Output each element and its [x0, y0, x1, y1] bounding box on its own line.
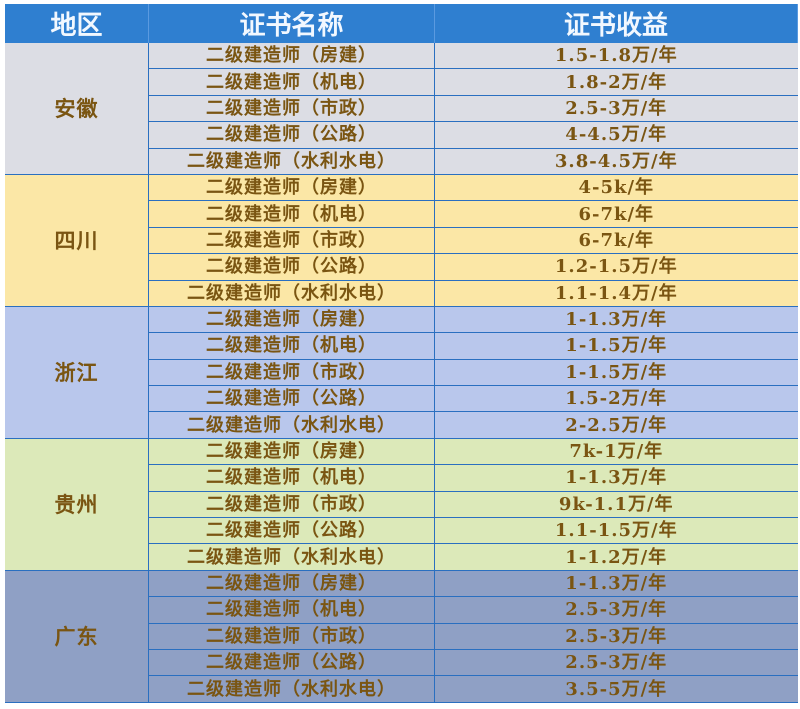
cert-name-cell: 二级建造师（公路）	[148, 121, 435, 149]
income-cell: 2.5-3万/年	[434, 623, 798, 650]
region-cell: 贵州	[5, 438, 149, 571]
income-cell: 3.5-5万/年	[434, 675, 798, 703]
header-income: 证书收益	[434, 4, 798, 43]
income-cell: 2.5-3万/年	[434, 649, 798, 677]
cert-name-cell: 二级建造师（机电）	[148, 332, 435, 360]
income-cell: 1.5-1.8万/年	[434, 43, 798, 70]
income-cell: 6-7k/年	[434, 227, 798, 255]
cert-name-cell: 二级建造师（房建）	[148, 174, 435, 202]
cert-name-cell: 二级建造师（市政）	[148, 491, 435, 519]
cert-name-cell: 二级建造师（房建）	[148, 438, 435, 466]
cert-name-cell: 二级建造师（机电）	[148, 464, 435, 492]
cert-name-cell: 二级建造师（市政）	[148, 359, 435, 387]
cert-name-cell: 二级建造师（公路）	[148, 649, 435, 677]
region-cell: 四川	[5, 174, 149, 307]
header-cert-name: 证书名称	[148, 4, 435, 43]
income-cell: 3.8-4.5万/年	[434, 148, 798, 175]
table-row: 浙江 二级建造师（房建） 1-1.3万/年	[5, 306, 798, 439]
cert-name-cell: 二级建造师（市政）	[148, 227, 435, 255]
income-cell: 1-1.3万/年	[434, 306, 798, 334]
cert-name-cell: 二级建造师（水利水电）	[148, 543, 435, 571]
income-table: 地区 证书名称 证书收益 安徽 二级建造师（房建） 1.5-1.8万/年 二级建造师（…	[5, 4, 798, 703]
income-cell: 7k-1万/年	[434, 438, 798, 466]
cert-name-cell: 二级建造师（机电）	[148, 68, 435, 96]
income-cell: 1.8-2万/年	[434, 68, 798, 96]
income-cell: 1-1.2万/年	[434, 543, 798, 571]
cert-name-cell: 二级建造师（市政）	[148, 623, 435, 650]
income-cell: 1-1.5万/年	[434, 359, 798, 387]
header-region: 地区	[5, 4, 149, 43]
income-cell: 1.1-1.4万/年	[434, 280, 798, 307]
table-body: 安徽 二级建造师（房建） 1.5-1.8万/年 二级建造师（机电） 1.8-2万/年 二级…	[5, 43, 798, 703]
table-row: 贵州 二级建造师（房建） 7k-1万/年	[5, 438, 798, 571]
income-cell: 1-1.3万/年	[434, 464, 798, 492]
cert-name-cell: 二级建造师（房建）	[148, 306, 435, 334]
income-cell: 1-1.5万/年	[434, 332, 798, 360]
income-cell: 1.5-2万/年	[434, 385, 798, 413]
cert-name-cell: 二级建造师（房建）	[148, 570, 435, 598]
cert-name-cell: 二级建造师（水利水电）	[148, 411, 435, 439]
cert-name-cell: 二级建造师（水利水电）	[148, 675, 435, 703]
cert-name-cell: 二级建造师（机电）	[148, 596, 435, 624]
cert-name-cell: 二级建造师（机电）	[148, 200, 435, 228]
income-cell: 2.5-3万/年	[434, 596, 798, 624]
income-cell: 1.2-1.5万/年	[434, 253, 798, 281]
cert-name-cell: 二级建造师（水利水电）	[148, 280, 435, 307]
table-row: 四川 二级建造师（房建） 4-5k/年	[5, 174, 798, 307]
income-cell: 1.1-1.5万/年	[434, 517, 798, 545]
income-cell: 4-5k/年	[434, 174, 798, 202]
region-cell: 安徽	[5, 43, 149, 175]
cert-name-cell: 二级建造师（公路）	[148, 517, 435, 545]
cert-name-cell: 二级建造师（公路）	[148, 385, 435, 413]
income-cell: 6-7k/年	[434, 200, 798, 228]
income-cell: 1-1.3万/年	[434, 570, 798, 598]
table-row: 二级建造师（公路） 4-4.5万/年	[5, 121, 798, 149]
cert-name-cell: 二级建造师（市政）	[148, 95, 435, 123]
table-row: 安徽 二级建造师（房建） 1.5-1.8万/年	[5, 43, 798, 175]
header-row: 地区 证书名称 证书收益	[5, 4, 798, 43]
region-cell: 浙江	[5, 306, 149, 439]
cert-name-cell: 二级建造师（房建）	[148, 43, 435, 70]
income-cell: 9k-1.1万/年	[434, 491, 798, 519]
income-cell: 2.5-3万/年	[434, 95, 798, 123]
table-row: 广东 二级建造师（房建） 1-1.3万/年	[5, 570, 798, 703]
table-row: 二级建造师（机电） 1.8-2万/年	[5, 68, 798, 96]
cert-name-cell: 二级建造师（公路）	[148, 253, 435, 281]
cert-name-cell: 二级建造师（水利水电）	[148, 148, 435, 175]
income-cell: 4-4.5万/年	[434, 121, 798, 149]
region-cell: 广东	[5, 570, 149, 703]
income-cell: 2-2.5万/年	[434, 411, 798, 439]
